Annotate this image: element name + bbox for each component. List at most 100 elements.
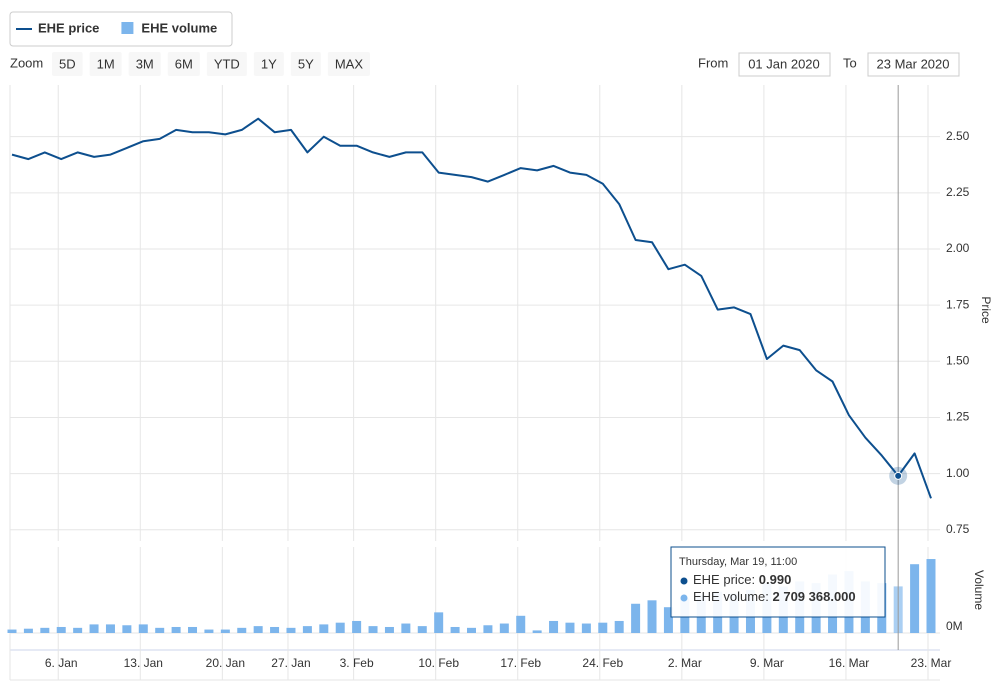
volume-bar <box>401 623 411 633</box>
volume-bar <box>647 600 657 633</box>
volume-bar <box>614 620 624 633</box>
x-tick-label: 17. Feb <box>500 656 541 670</box>
x-tick-label: 2. Mar <box>668 656 702 670</box>
tooltip-header: Thursday, Mar 19, 11:00 <box>679 556 797 568</box>
legend-swatch <box>121 22 134 34</box>
legend-label[interactable]: EHE price <box>38 20 99 35</box>
to-date[interactable]: 23 Mar 2020 <box>877 56 950 71</box>
x-tick-label: 13. Jan <box>124 656 163 670</box>
x-tick-label: 6. Jan <box>45 656 78 670</box>
from-input[interactable] <box>738 52 831 77</box>
zoom-button-label[interactable]: YTD <box>214 56 240 71</box>
x-tick-label: 24. Feb <box>582 656 623 670</box>
y-tick-label: 0.75 <box>946 522 970 536</box>
y2-axis-title: Volume <box>972 570 986 610</box>
volume-bar <box>270 626 280 633</box>
legend-box <box>9 11 233 47</box>
volume-bar <box>926 559 936 633</box>
zoom-button-label[interactable]: 5D <box>59 56 76 71</box>
zoom-button-label[interactable]: 1M <box>97 56 115 71</box>
volume-bar <box>499 623 509 633</box>
y-tick-label: 2.25 <box>946 185 970 199</box>
volume-bar <box>7 629 17 633</box>
tooltip: Thursday, Mar 19, 11:00 EHE price: 0.990… <box>670 546 886 618</box>
price-line <box>11 117 932 499</box>
x-tick-label: 20. Jan <box>206 656 245 670</box>
tooltip-row: EHE volume: 2 709 368.000 <box>693 589 856 604</box>
volume-bar <box>384 626 394 633</box>
x-tick-label: 3. Feb <box>340 656 374 670</box>
volume-bar <box>138 624 148 633</box>
zoom-button-label[interactable]: MAX <box>335 56 364 71</box>
zoom-button[interactable] <box>253 52 284 76</box>
y-tick-label: 1.75 <box>946 297 970 311</box>
tooltip-marker <box>680 594 688 602</box>
y2-tick-label: 0M <box>946 619 963 633</box>
volume-bar <box>319 624 329 633</box>
from-date[interactable]: 01 Jan 2020 <box>748 56 820 71</box>
volume-bar <box>450 626 460 633</box>
x-tick-label: 27. Jan <box>271 656 310 670</box>
volume-bar <box>516 615 526 633</box>
zoom-button[interactable] <box>206 52 247 76</box>
volume-bar <box>368 626 378 633</box>
volume-bar <box>188 626 198 633</box>
zoom-button[interactable] <box>167 52 200 76</box>
x-tick-label: 16. Mar <box>829 656 870 670</box>
y-tick-label: 1.50 <box>946 353 970 367</box>
volume-bar <box>171 626 181 633</box>
volume-bar <box>581 623 591 633</box>
tooltip-row: EHE price: 0.990 <box>693 572 791 587</box>
volume-bar <box>105 624 115 633</box>
x-tick-label: 10. Feb <box>418 656 459 670</box>
volume-bar <box>467 627 476 633</box>
x-tick-label: 23. Mar <box>911 656 952 670</box>
volume-bar <box>352 620 362 633</box>
x-tick-label: 9. Mar <box>750 656 784 670</box>
volume-bar <box>286 627 296 633</box>
zoom-button[interactable] <box>128 52 161 76</box>
volume-bar <box>237 627 247 633</box>
zoom-buttons: 5D 1M 3M 6M YTD 1Y 5Y MAX <box>52 52 370 76</box>
volume-bar <box>89 624 99 633</box>
volume-bar <box>598 622 608 633</box>
zoom-button[interactable] <box>89 52 122 76</box>
y-tick-label: 1.25 <box>946 410 970 424</box>
zoom-button[interactable] <box>290 52 321 76</box>
volume-bar <box>549 620 559 633</box>
volume-bar <box>335 622 345 633</box>
y-tick-label: 2.00 <box>946 241 970 255</box>
tooltip-box <box>670 546 886 618</box>
volume-bar <box>40 627 50 633</box>
tooltip-name: EHE volume: <box>693 589 769 604</box>
zoom-button-label[interactable]: 3M <box>136 56 154 71</box>
legend: EHE price EHE volume <box>16 20 217 35</box>
to-input[interactable] <box>867 52 960 77</box>
legend-label[interactable]: EHE volume <box>141 20 217 35</box>
to-label: To <box>843 55 857 70</box>
y-axis-title: Price <box>979 296 993 324</box>
zoom-button-label[interactable]: 1Y <box>261 56 277 71</box>
volume-bar <box>302 626 312 633</box>
volume-bar <box>483 625 493 633</box>
volume-bar <box>565 622 575 633</box>
tooltip-value: 2 709 368.000 <box>773 589 856 604</box>
zoom-button-label[interactable]: 5Y <box>298 56 314 71</box>
volume-bar <box>663 607 673 633</box>
volume-bar <box>631 603 641 633</box>
y-tick-label: 1.00 <box>946 466 970 480</box>
volume-bar <box>56 626 66 633</box>
tooltip-marker <box>680 577 688 585</box>
y-tick-label: 2.50 <box>946 129 970 143</box>
zoom-button[interactable] <box>52 52 83 76</box>
zoom-button[interactable] <box>327 52 370 76</box>
hover-point <box>894 471 903 480</box>
from-label: From <box>698 55 728 70</box>
volume-bar <box>253 626 263 633</box>
volume-bar <box>220 629 230 633</box>
volume-bar <box>204 629 214 633</box>
volume-bar <box>23 628 33 633</box>
zoom-button-label[interactable]: 6M <box>175 56 193 71</box>
